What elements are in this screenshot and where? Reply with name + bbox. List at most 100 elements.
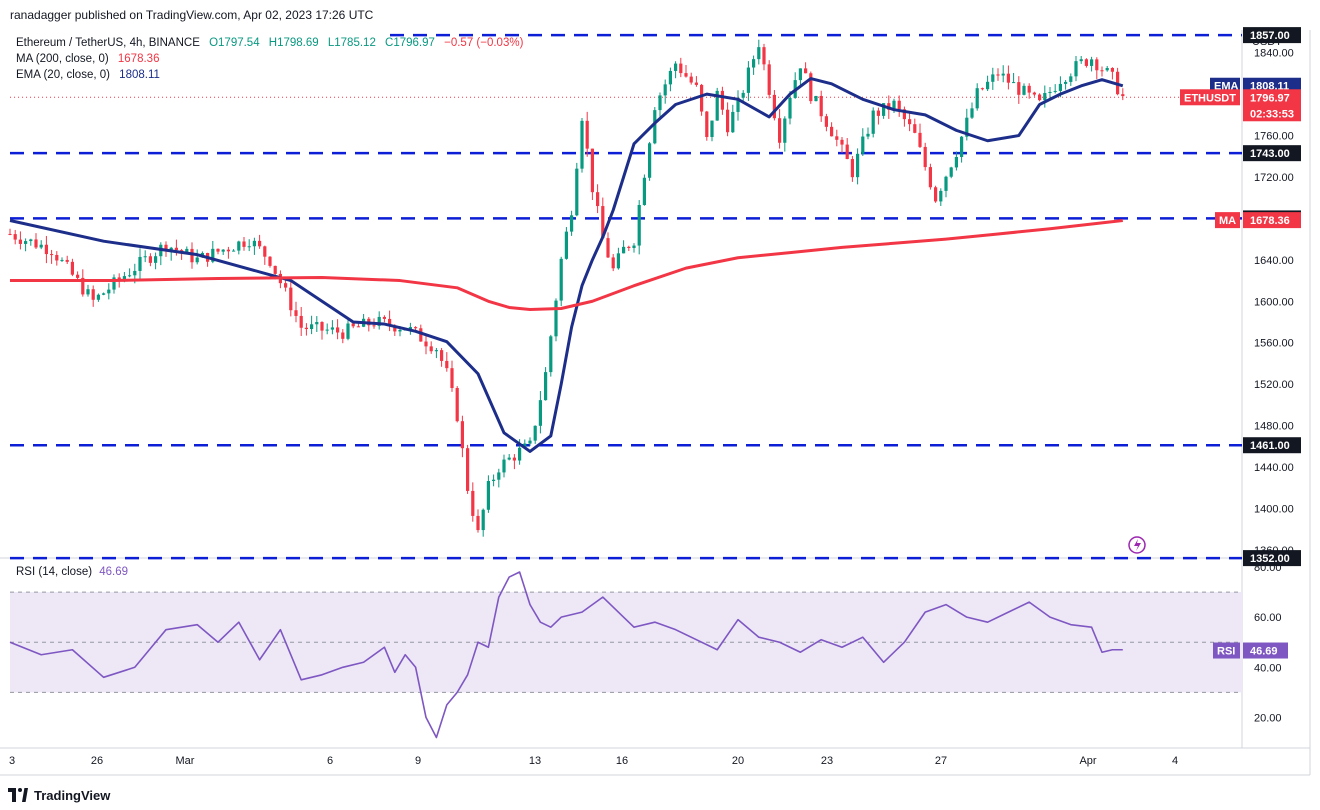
candle-body bbox=[809, 73, 813, 102]
ema-legend-value: 1808.11 bbox=[119, 69, 160, 81]
candle-body bbox=[544, 372, 548, 401]
candle-body bbox=[762, 47, 766, 65]
candle-body bbox=[1110, 68, 1114, 72]
candle-body bbox=[393, 325, 397, 332]
candle-body bbox=[112, 277, 116, 290]
candle-body bbox=[346, 323, 350, 339]
candle-body bbox=[128, 275, 132, 277]
level-tag-label: 1352.00 bbox=[1250, 553, 1290, 565]
candle-body bbox=[1079, 59, 1083, 62]
candle-body bbox=[507, 457, 511, 460]
candle-body bbox=[642, 177, 646, 205]
candle-body bbox=[710, 120, 714, 138]
candle-body bbox=[268, 256, 272, 266]
candle-body bbox=[1048, 91, 1052, 94]
candle-body bbox=[850, 159, 854, 178]
time-tick-label: 9 bbox=[415, 755, 421, 767]
symbol-title[interactable]: Ethereum / TetherUS, 4h, BINANCE bbox=[16, 37, 200, 49]
candle-body bbox=[408, 327, 412, 330]
candle-body bbox=[648, 143, 652, 178]
rsi-tag-value-bg bbox=[1243, 642, 1288, 659]
footer: TradingView bbox=[8, 784, 110, 806]
candle-body bbox=[247, 246, 251, 248]
ema-legend-label[interactable]: EMA (20, close, 0) bbox=[16, 69, 110, 81]
candle-body bbox=[913, 124, 917, 133]
candle-body bbox=[60, 259, 64, 261]
candle-body bbox=[554, 300, 558, 337]
candle-body bbox=[663, 84, 667, 96]
candle-body bbox=[965, 117, 969, 137]
time-tick-label: 27 bbox=[935, 755, 947, 767]
time-tick-label: Apr bbox=[1079, 755, 1096, 767]
time-tick-label: 20 bbox=[732, 755, 744, 767]
ma-line bbox=[10, 218, 1123, 312]
ma-tag-value: 1678.36 bbox=[1250, 215, 1290, 227]
candle-body bbox=[460, 421, 464, 449]
candle-body bbox=[866, 133, 870, 137]
candle-body bbox=[788, 97, 792, 119]
candle-body bbox=[122, 276, 126, 280]
flash-icon[interactable] bbox=[1128, 536, 1146, 554]
rsi-legend-label[interactable]: RSI (14, close) bbox=[16, 566, 93, 578]
tradingview-logo-icon[interactable] bbox=[8, 788, 28, 802]
level-tag-bg bbox=[1243, 437, 1301, 454]
candle-body bbox=[949, 167, 953, 177]
candle-body bbox=[133, 270, 137, 276]
candle-body bbox=[1084, 59, 1088, 66]
candle-body bbox=[861, 136, 865, 154]
candle-body bbox=[746, 67, 750, 93]
candle-body bbox=[450, 368, 454, 389]
candle-body bbox=[18, 239, 22, 244]
ma-tag-value-bg bbox=[1243, 212, 1301, 229]
candle-body bbox=[226, 249, 230, 252]
candle-body bbox=[1095, 59, 1099, 71]
candle-body bbox=[944, 176, 948, 191]
brand-name[interactable]: TradingView bbox=[34, 787, 111, 803]
candle-body bbox=[154, 256, 158, 263]
price-tick-label: 1440.00 bbox=[1254, 462, 1294, 474]
ma-legend-label[interactable]: MA (200, close, 0) bbox=[16, 53, 109, 65]
candle-body bbox=[1017, 82, 1021, 95]
candle-body bbox=[882, 103, 886, 116]
candle-body bbox=[689, 76, 693, 83]
publish-header: ranadagger published on TradingView.com,… bbox=[0, 0, 1320, 30]
ethusdt-tag-label-bg bbox=[1180, 89, 1240, 106]
candle-body bbox=[34, 239, 38, 248]
candle-body bbox=[892, 100, 896, 110]
candle-body bbox=[107, 289, 111, 294]
candle-body bbox=[741, 92, 745, 98]
candle-body bbox=[429, 346, 433, 352]
candle-body bbox=[658, 95, 662, 111]
candle-body bbox=[934, 187, 938, 202]
candle-body bbox=[382, 316, 386, 319]
candle-body bbox=[830, 126, 834, 137]
candle-body bbox=[102, 293, 106, 295]
price-tick-label: 1600.00 bbox=[1254, 296, 1294, 308]
candle-body bbox=[476, 515, 480, 531]
candle-body bbox=[148, 256, 152, 263]
rsi-tick-label: 40.00 bbox=[1254, 662, 1282, 674]
candle-body bbox=[684, 73, 688, 77]
candle-body bbox=[637, 204, 641, 246]
candle-body bbox=[1074, 61, 1078, 77]
candle-body bbox=[195, 257, 199, 263]
candle-body bbox=[694, 82, 698, 85]
candle-body bbox=[284, 283, 288, 288]
candle-body bbox=[705, 111, 709, 138]
candle-body bbox=[315, 321, 319, 325]
candle-body bbox=[897, 100, 901, 110]
candle-body bbox=[1022, 85, 1026, 95]
candle-body bbox=[55, 254, 59, 261]
candle-body bbox=[518, 447, 522, 461]
candle-body bbox=[731, 111, 735, 133]
price-tick-label: 1760.00 bbox=[1254, 131, 1294, 143]
rsi-tag-label-bg bbox=[1213, 642, 1240, 659]
candle-body bbox=[455, 388, 459, 422]
candle-body bbox=[320, 321, 324, 331]
time-tick-label: 6 bbox=[327, 755, 333, 767]
candle-body bbox=[1006, 73, 1010, 83]
candle-body bbox=[471, 490, 475, 516]
candle-body bbox=[980, 88, 984, 90]
candle-body bbox=[273, 265, 277, 274]
